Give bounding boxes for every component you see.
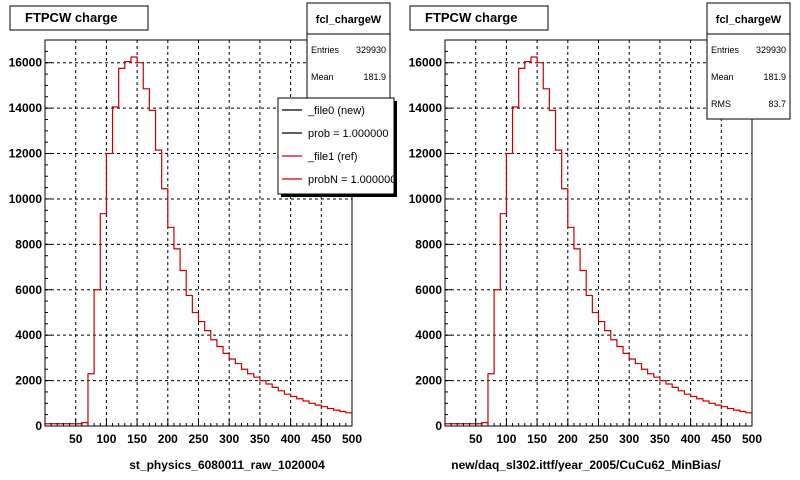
y-tick-label-3: 6000 — [15, 283, 42, 297]
stats-name: fcl_chargeW — [716, 14, 782, 26]
grid — [45, 40, 352, 426]
y-tick-label-4: 8000 — [415, 237, 442, 251]
stats-label-entries: Entries — [711, 45, 740, 55]
chart-title: FTPCW charge — [25, 10, 117, 25]
x-axis-label: new/daq_sl302.ittf/year_2005/CuCu62_MinB… — [451, 458, 721, 472]
x-tick-label-1: 100 — [496, 432, 516, 446]
y-tick-label-7: 14000 — [9, 101, 43, 115]
x-tick-label-7: 400 — [681, 432, 701, 446]
title-box — [409, 5, 549, 31]
y-tick-label-0: 0 — [435, 419, 442, 433]
legend-label-3: probN = 1.000000 — [308, 174, 396, 186]
legend: _file0 (new) prob = 1.000000 _file1 (ref) p… — [277, 97, 397, 197]
y-tick-label-7: 14000 — [409, 101, 443, 115]
stats-label-entries: Entries — [311, 45, 340, 55]
legend-label-2: _file1 (ref) — [307, 151, 358, 163]
y-tick-label-3: 6000 — [415, 283, 442, 297]
y-tick-label-8: 16000 — [409, 56, 443, 70]
x-tick-label-6: 350 — [650, 432, 670, 446]
histogram-series-1 — [45, 56, 352, 425]
y-axis: 0 2000 4000 6000 8000 10000 12000 14000 16000 — [409, 50, 452, 433]
stats-value-entries: 329930 — [756, 45, 786, 55]
y-axis: 0 2000 4000 6000 8000 10000 12000 14000 16000 — [9, 50, 52, 433]
y-tick-label-2: 4000 — [415, 328, 442, 342]
legend-label-1: prob = 1.000000 — [308, 128, 388, 140]
x-tick-label-9: 500 — [342, 432, 362, 446]
x-tick-label-4: 250 — [588, 432, 608, 446]
stats-value-mean: 181.9 — [763, 72, 786, 82]
x-tick-label-4: 250 — [188, 432, 208, 446]
stats-value-rms: 83.7 — [768, 99, 786, 109]
stats-name: fcl_chargeW — [316, 14, 382, 26]
chart-panel-2: 50 100 150 200 250 300 350 400 450 500 0 2000 4000 60… — [409, 2, 791, 472]
x-tick-label-0: 50 — [469, 432, 483, 446]
x-tick-label-7: 400 — [281, 432, 301, 446]
y-tick-label-6: 12000 — [9, 147, 43, 161]
x-tick-label-5: 300 — [219, 432, 239, 446]
y-tick-label-2: 4000 — [15, 328, 42, 342]
x-tick-label-8: 450 — [311, 432, 331, 446]
x-tick-label-8: 450 — [711, 432, 731, 446]
grid — [445, 40, 752, 426]
x-tick-label-3: 200 — [558, 432, 578, 446]
x-axis: 50 100 150 200 250 300 350 400 450 500 — [450, 419, 762, 446]
y-tick-label-1: 2000 — [15, 374, 42, 388]
y-tick-label-1: 2000 — [415, 374, 442, 388]
x-tick-label-2: 150 — [527, 432, 547, 446]
stats-label-mean: Mean — [711, 72, 734, 82]
legend-label-0: _file0 (new) — [307, 105, 365, 117]
stats-box — [306, 2, 391, 110]
x-tick-label-2: 150 — [127, 432, 147, 446]
legend-box — [277, 97, 395, 195]
stats-value-mean: 181.9 — [363, 72, 386, 82]
y-tick-label-5: 10000 — [409, 192, 443, 206]
stats-label-rms: RMS — [711, 99, 731, 109]
legend-entries: _file0 (new) prob = 1.000000 _file1 (ref) p… — [282, 105, 396, 186]
stats-label-mean: Mean — [311, 72, 334, 82]
x-axis: 50 100 150 200 250 300 350 400 450 500 — [50, 419, 362, 446]
y-tick-label-4: 8000 — [15, 237, 42, 251]
x-tick-label-5: 300 — [619, 432, 639, 446]
y-tick-label-5: 10000 — [9, 192, 43, 206]
y-tick-label-8: 16000 — [9, 56, 43, 70]
stats-value-entries: 329930 — [356, 45, 386, 55]
x-tick-label-0: 50 — [69, 432, 83, 446]
y-tick-label-6: 12000 — [409, 147, 443, 161]
x-tick-label-3: 200 — [158, 432, 178, 446]
x-axis-label: st_physics_6080011_raw_1020004 — [129, 458, 325, 472]
x-tick-label-6: 350 — [250, 432, 270, 446]
title-box — [9, 5, 149, 31]
x-tick-label-9: 500 — [742, 432, 762, 446]
chart-panel-1: 50 100 150 200 250 300 350 400 450 500 0 2000 4000 60… — [9, 2, 397, 472]
histogram-series-1 — [445, 56, 752, 425]
y-tick-label-0: 0 — [35, 419, 42, 433]
x-tick-label-1: 100 — [96, 432, 116, 446]
chart-title: FTPCW charge — [425, 10, 517, 25]
stats-box — [706, 2, 791, 120]
